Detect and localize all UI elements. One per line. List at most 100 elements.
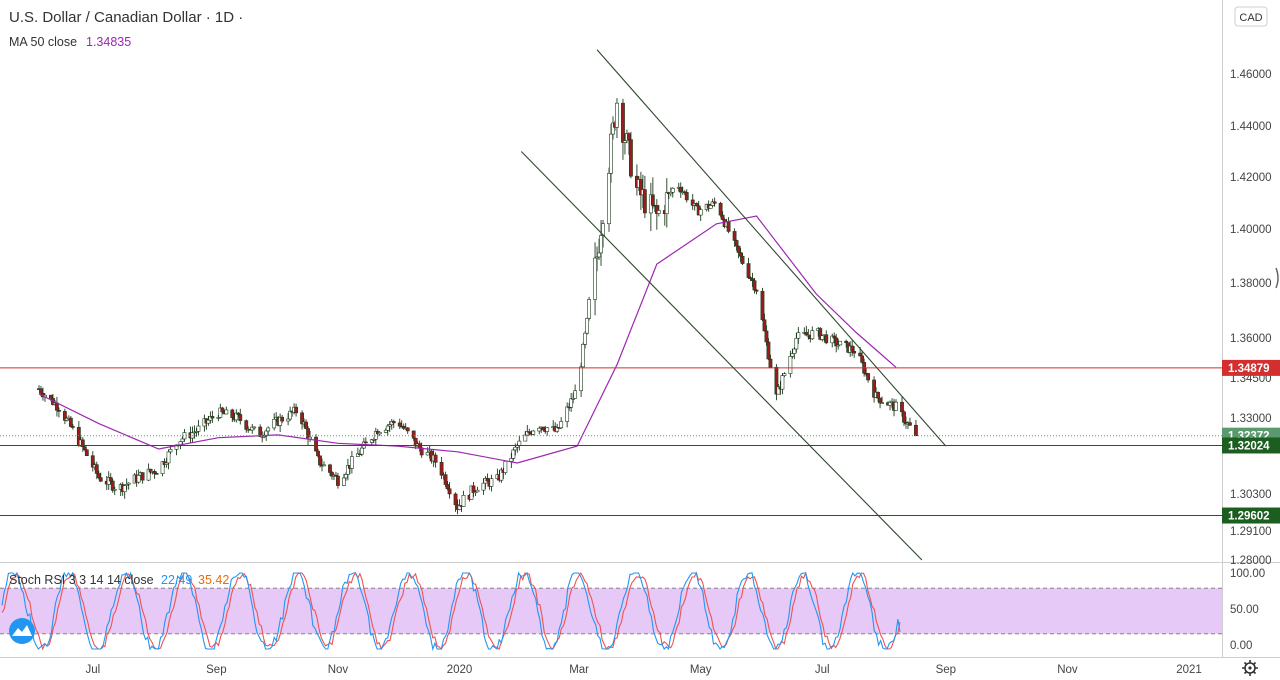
- candle-body: [336, 475, 340, 486]
- candle-body: [694, 203, 699, 207]
- candle-body: [615, 102, 619, 128]
- channel-line: [596, 49, 947, 447]
- candle-body: [196, 425, 201, 432]
- candle-body: [94, 464, 99, 474]
- candle-body: [266, 427, 271, 432]
- candle-body: [712, 201, 717, 204]
- candle-body: [824, 334, 829, 344]
- indicator-pane[interactable]: [0, 571, 1222, 652]
- candle-body: [136, 475, 141, 483]
- candle-body: [599, 235, 603, 254]
- candle-body: [804, 332, 809, 336]
- candle-body: [230, 409, 235, 418]
- indicator-label: Stoch RSI 3 3 14 14 close: [9, 573, 154, 587]
- candle-body: [397, 422, 402, 427]
- candle-body: [788, 356, 793, 374]
- candle-body: [328, 464, 332, 473]
- candle-body: [481, 482, 486, 491]
- candle-body: [385, 425, 390, 431]
- candle-body: [39, 388, 43, 394]
- candle-body: [545, 427, 550, 432]
- candle-body: [878, 397, 882, 404]
- candle-body: [796, 332, 801, 339]
- candle-body: [587, 299, 591, 319]
- settings-gear-icon[interactable]: [1242, 660, 1258, 676]
- candle-body: [690, 199, 695, 206]
- candle-body: [774, 366, 779, 395]
- candle-body: [445, 484, 450, 490]
- candle-body: [489, 478, 494, 487]
- x-tick-label: May: [690, 664, 712, 676]
- candle-body: [523, 434, 528, 442]
- candle-body: [453, 493, 458, 506]
- y-tick-label: 1.34500: [1230, 373, 1272, 385]
- price-tag-label: 1.34879: [1228, 363, 1270, 375]
- main-pane[interactable]: [0, 49, 1222, 561]
- x-tick-label: Sep: [936, 664, 956, 676]
- candle-body: [792, 348, 797, 354]
- candle-body: [880, 402, 884, 404]
- candle-body: [593, 257, 597, 300]
- channel-line: [520, 151, 923, 561]
- ma50-line: [38, 215, 897, 464]
- y-tick-label: 1.36000: [1230, 333, 1272, 345]
- candle-body: [642, 189, 647, 214]
- candle-body: [838, 340, 843, 346]
- x-tick-label: Jul: [85, 664, 100, 676]
- candle-body: [485, 477, 490, 482]
- tradingview-logo-icon[interactable]: [9, 618, 35, 644]
- candle-body: [734, 240, 739, 247]
- x-tick-label: Mar: [569, 664, 589, 676]
- x-tick-label: Sep: [206, 664, 226, 676]
- candle-body: [160, 461, 165, 474]
- candle-body: [80, 439, 85, 447]
- stoch-d-line: [1, 571, 901, 651]
- candle-body: [764, 330, 769, 343]
- y-tick-label: 1.30300: [1230, 489, 1272, 501]
- candle-body: [98, 477, 103, 482]
- candle-body: [818, 328, 823, 340]
- candle-body: [511, 449, 516, 459]
- y-tick-label: 1.42000: [1230, 172, 1272, 184]
- ma-value: 1.34835: [86, 35, 131, 49]
- stoch-level-100: 100.00: [1230, 568, 1265, 580]
- candle-body: [461, 495, 466, 507]
- candle-body: [70, 426, 75, 428]
- candle-body: [531, 430, 536, 435]
- stoch-k-line: [1, 571, 901, 652]
- candle-body: [49, 394, 53, 399]
- scroll-handle-icon[interactable]: [1275, 267, 1279, 289]
- candle-body: [475, 489, 480, 493]
- candle-body: [322, 464, 326, 467]
- candle-body: [90, 455, 95, 468]
- candle-body: [656, 210, 661, 214]
- currency-button[interactable]: CAD: [1234, 6, 1268, 27]
- candle-body: [439, 462, 444, 476]
- candle-body: [732, 231, 737, 241]
- candle-body: [820, 335, 825, 340]
- candle-body: [405, 427, 410, 432]
- x-tick-label: 2020: [447, 664, 473, 676]
- x-tick-label: 2021: [1176, 664, 1202, 676]
- stoch-band: [0, 588, 1222, 634]
- price-tag-label: 1.29602: [1228, 511, 1270, 523]
- candle-body: [555, 427, 560, 432]
- candle-body: [108, 477, 113, 482]
- candle-body: [571, 398, 576, 400]
- candle-body: [110, 480, 115, 491]
- candle-body: [607, 173, 611, 225]
- y-tick-label: 1.33000: [1230, 413, 1272, 425]
- candle-body: [154, 473, 159, 475]
- candle-body: [68, 417, 73, 427]
- candle-body: [286, 418, 291, 422]
- y-tick-label: 1.46000: [1230, 69, 1272, 81]
- candle-body: [503, 461, 508, 473]
- y-tick-label: 1.44000: [1230, 121, 1272, 133]
- candle-body: [272, 418, 277, 429]
- candle-body: [750, 278, 755, 281]
- candle-body: [359, 447, 364, 455]
- currency-button-label: CAD: [1239, 12, 1262, 24]
- price-tag-support: [1222, 437, 1280, 454]
